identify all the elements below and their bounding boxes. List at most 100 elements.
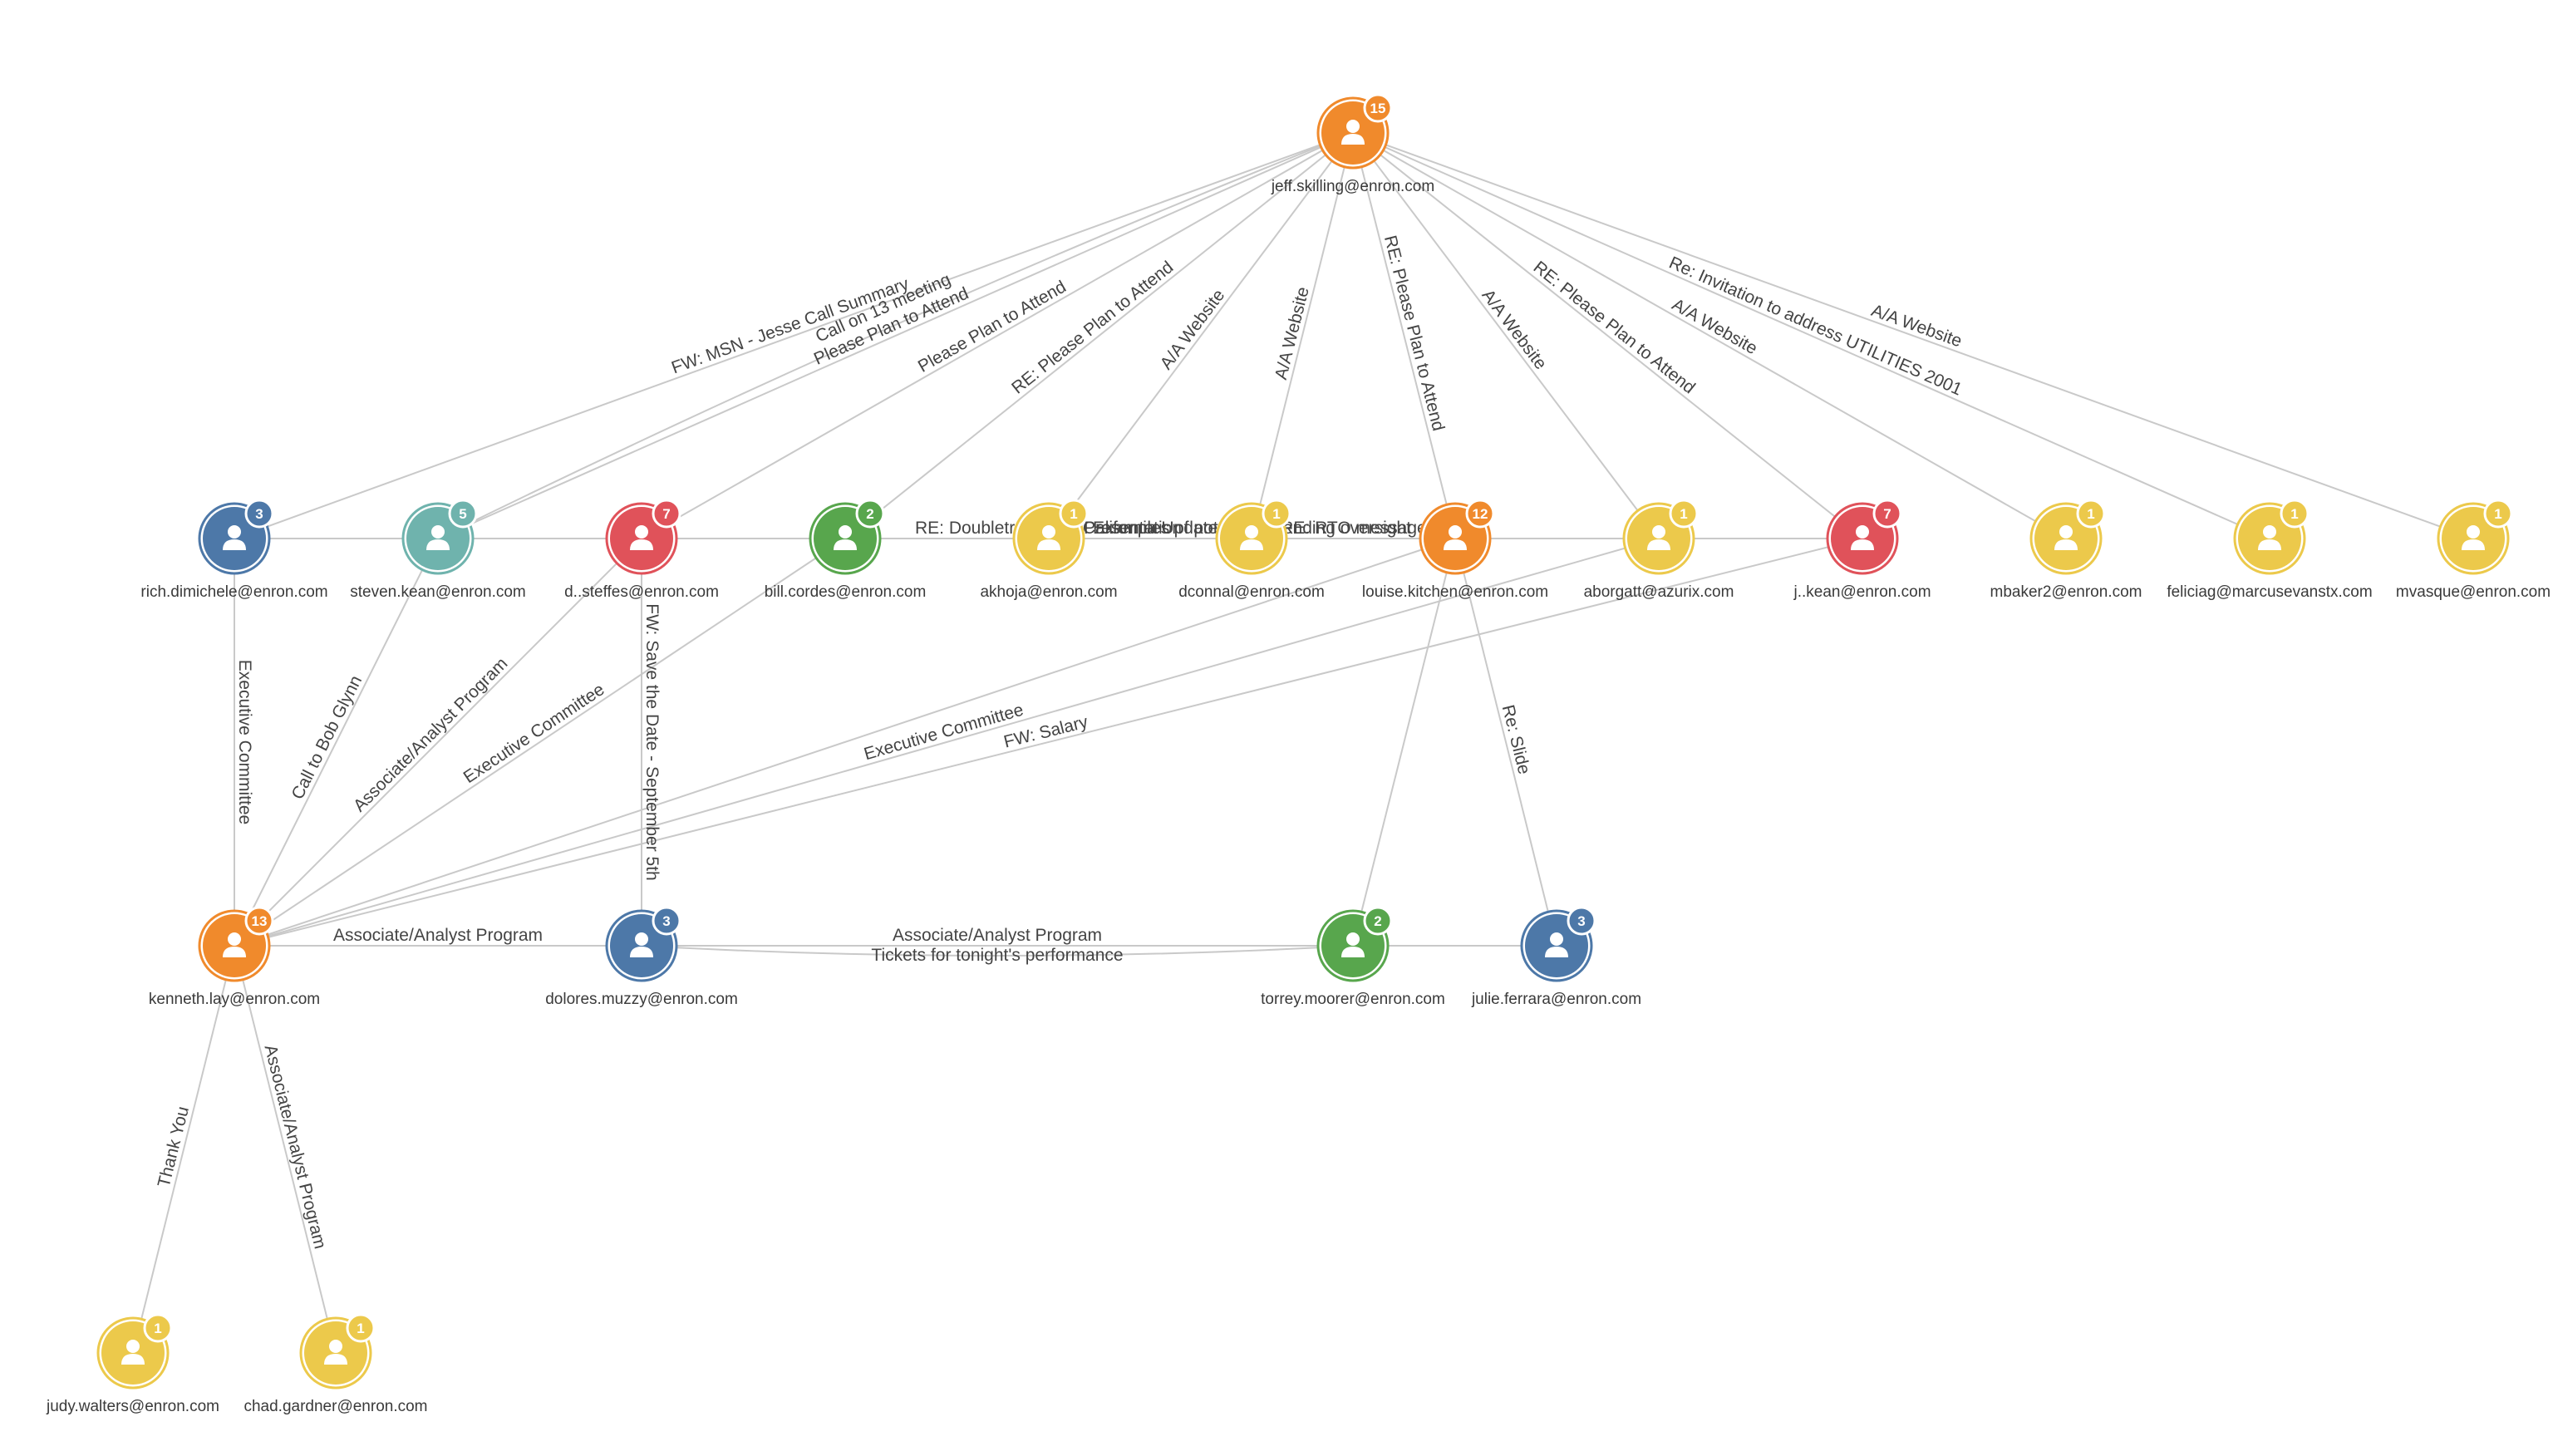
count-badge-text: 1	[2494, 506, 2501, 522]
edge-label: California Update	[1083, 519, 1217, 538]
node-label: aborgatt@azurix.com	[1584, 583, 1734, 601]
node-label: jeff.skilling@enron.com	[1271, 178, 1434, 195]
node-judy[interactable]: 1 judy.walters@enron.com	[46, 1313, 219, 1415]
edge-label: Executive Committee	[235, 660, 254, 824]
node-mvasque[interactable]: 1 mvasque@enron.com	[2396, 499, 2551, 601]
person-icon	[834, 525, 857, 550]
count-badge: 7	[652, 499, 681, 529]
count-badge: 3	[652, 906, 681, 936]
person-icon	[121, 1340, 145, 1365]
node-aborgatt[interactable]: 1 aborgatt@azurix.com	[1584, 499, 1734, 601]
edge-label: RE: Please Plan to Attend	[1530, 258, 1699, 397]
count-badge: 1	[1669, 499, 1699, 529]
count-badge: 1	[1059, 499, 1089, 529]
count-badge: 1	[2076, 499, 2106, 529]
edge-label: FW: Save the Date - September 5th	[642, 603, 662, 880]
person-icon	[1341, 120, 1365, 145]
node-label: j..kean@enron.com	[1793, 583, 1931, 601]
person-icon	[2054, 525, 2078, 550]
count-badge: 15	[1363, 93, 1393, 123]
count-badge-text: 1	[154, 1321, 161, 1336]
edge-label: A/A Website	[1157, 286, 1229, 373]
node-akhoja[interactable]: 1 akhoja@enron.com	[980, 499, 1118, 601]
count-badge-text: 7	[1883, 506, 1891, 522]
count-badge-text: 1	[357, 1321, 364, 1336]
person-icon	[324, 1340, 347, 1365]
node-label: akhoja@enron.com	[980, 583, 1117, 601]
person-icon	[2258, 525, 2281, 550]
edge-jeff-bill	[844, 132, 1354, 539]
edge-bill-kenneth	[234, 538, 846, 947]
person-icon	[1545, 932, 1568, 957]
node-mbaker2[interactable]: 1 mbaker2@enron.com	[1990, 499, 2142, 601]
node-jeff[interactable]: 15 jeff.skilling@enron.com	[1271, 93, 1434, 195]
person-icon	[1240, 525, 1263, 550]
node-label: kenneth.lay@enron.com	[149, 991, 320, 1008]
person-icon	[426, 525, 450, 550]
node-dolores[interactable]: 3 dolores.muzzy@enron.com	[545, 906, 738, 1008]
node-steven[interactable]: 5 steven.kean@enron.com	[350, 499, 526, 601]
person-icon	[2462, 525, 2485, 550]
edge-jeff-aborgatt	[1352, 132, 1660, 539]
edge-steven-kenneth	[234, 538, 439, 947]
node-jkean[interactable]: 7 j..kean@enron.com	[1793, 499, 1931, 601]
node-label: steven.kean@enron.com	[350, 583, 526, 601]
count-badge: 7	[1872, 499, 1902, 529]
node-label: julie.ferrara@enron.com	[1471, 991, 1641, 1008]
count-badge-text: 1	[2290, 506, 2298, 522]
edge-label: Associate/Analyst Program	[333, 926, 543, 945]
count-badge-text: 5	[459, 506, 466, 522]
node-dconnal[interactable]: 1 dconnal@enron.com	[1178, 499, 1325, 601]
edge-louise-julie	[1454, 538, 1557, 947]
node-label: mvasque@enron.com	[2396, 583, 2551, 601]
node-rich[interactable]: 3 rich.dimichele@enron.com	[140, 499, 328, 601]
person-icon	[630, 525, 653, 550]
count-badge-text: 1	[1680, 506, 1687, 522]
edge-dolores-torrey	[641, 945, 1354, 957]
node-torrey[interactable]: 2 torrey.moorer@enron.com	[1261, 906, 1445, 1008]
node-julie[interactable]: 3 julie.ferrara@enron.com	[1471, 906, 1641, 1008]
count-badge-text: 2	[866, 506, 873, 522]
count-badge: 3	[1567, 906, 1596, 936]
edge-jeff-steven	[437, 132, 1354, 539]
count-badge: 1	[143, 1313, 173, 1343]
count-badge-text: 13	[252, 913, 268, 929]
node-louise[interactable]: 12 louise.kitchen@enron.com	[1362, 499, 1548, 601]
edge-jeff-dsteffes	[641, 132, 1354, 539]
edge-jeff-rich	[234, 132, 1354, 539]
node-chad[interactable]: 1 chad.gardner@enron.com	[243, 1313, 428, 1415]
node-feliciag[interactable]: 1 feliciag@marcusevanstx.com	[2167, 499, 2373, 601]
count-badge: 13	[244, 906, 274, 936]
node-label: louise.kitchen@enron.com	[1362, 583, 1548, 601]
edge-label: RE: Please Plan to Attend	[1008, 258, 1177, 398]
count-badge: 1	[346, 1313, 376, 1343]
node-kenneth[interactable]: 13 kenneth.lay@enron.com	[149, 906, 320, 1008]
count-badge: 3	[244, 499, 274, 529]
node-bill[interactable]: 2 bill.cordes@enron.com	[765, 499, 927, 601]
edge-label: Call to Bob Glynn	[288, 672, 366, 802]
node-label: bill.cordes@enron.com	[765, 583, 927, 601]
edge-label: RE: RTO message	[1281, 519, 1426, 538]
edge-jeff-jkean	[1352, 132, 1863, 539]
person-icon	[1037, 525, 1060, 550]
count-badge-text: 1	[2087, 506, 2094, 522]
edge-jeff-akhoja	[1048, 132, 1354, 539]
person-icon	[1444, 525, 1467, 550]
count-badge: 1	[1262, 499, 1291, 529]
count-badge: 5	[448, 499, 478, 529]
node-label: judy.walters@enron.com	[46, 1398, 219, 1415]
edge-jeff-mvasque	[1352, 132, 2474, 539]
node-dsteffes[interactable]: 7 d..steffes@enron.com	[564, 499, 719, 601]
count-badge-text: 15	[1370, 101, 1386, 116]
person-icon	[1851, 525, 1874, 550]
edge-label: A/A Website	[1272, 285, 1313, 381]
edge-label: A/A Website	[1478, 286, 1550, 373]
count-badge-text: 12	[1473, 506, 1488, 522]
edge-louise-torrey	[1352, 538, 1456, 947]
edge-label: Associate/Analyst Program	[350, 654, 512, 816]
node-label: torrey.moorer@enron.com	[1261, 991, 1445, 1008]
edge-louise-kenneth	[234, 538, 1456, 947]
edge-jeff-mbaker2	[1352, 132, 2067, 539]
node-label: chad.gardner@enron.com	[243, 1398, 427, 1415]
